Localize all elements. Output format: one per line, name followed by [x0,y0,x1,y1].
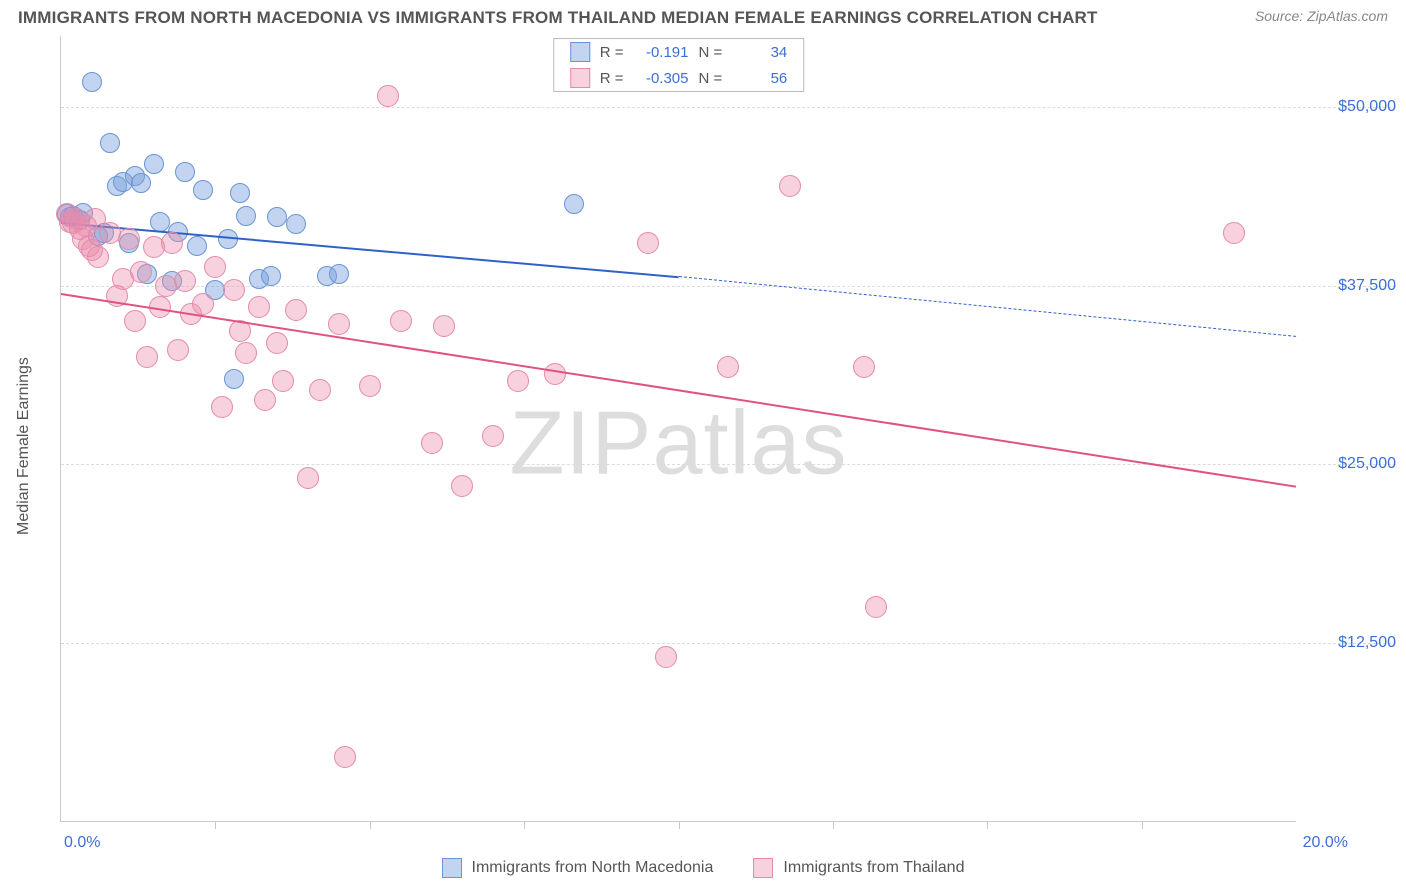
y-tick-label: $12,500 [1306,634,1396,652]
correlation-legend: R = -0.191 N = 34 R = -0.305 N = 56 [553,38,805,92]
data-point [130,261,152,283]
data-point [285,299,307,321]
x-axis-max-label: 20.0% [1303,834,1348,852]
data-point [328,313,350,335]
x-tick [1142,821,1143,829]
data-point [544,363,566,385]
data-point [377,85,399,107]
data-point [853,356,875,378]
chart-title: IMMIGRANTS FROM NORTH MACEDONIA VS IMMIG… [18,8,1098,28]
gridline [61,643,1396,644]
legend-n-label: N = [699,44,723,61]
data-point [272,370,294,392]
data-point [655,646,677,668]
data-point [204,256,226,278]
legend-row: R = -0.191 N = 34 [554,39,804,65]
legend-n-label: N = [699,70,723,87]
legend-n-value: 56 [732,70,787,87]
data-point [131,173,151,193]
x-tick [833,821,834,829]
gridline [61,464,1396,465]
data-point [192,293,214,315]
legend-series-label: Immigrants from Thailand [783,859,964,877]
legend-item: Immigrants from North Macedonia [442,858,714,878]
legend-r-label: R = [600,44,624,61]
data-point [161,232,183,254]
legend-swatch-icon [570,68,590,88]
data-point [87,246,109,268]
data-point [267,207,287,227]
x-tick [679,821,680,829]
data-point [193,180,213,200]
x-tick [370,821,371,829]
data-point [359,375,381,397]
data-point [223,279,245,301]
legend-r-value: -0.191 [634,44,689,61]
data-point [144,154,164,174]
data-point [82,72,102,92]
x-tick [215,821,216,829]
data-point [150,212,170,232]
data-point [433,315,455,337]
data-point [235,342,257,364]
data-point [865,596,887,618]
data-point [507,370,529,392]
data-point [779,175,801,197]
data-point [124,310,146,332]
data-point [390,310,412,332]
data-point [1223,222,1245,244]
x-tick [524,821,525,829]
data-point [482,425,504,447]
legend-series-label: Immigrants from North Macedonia [472,859,714,877]
data-point [167,339,189,361]
data-point [175,162,195,182]
y-tick-label: $25,000 [1306,455,1396,473]
chart-plot-area: R = -0.191 N = 34 R = -0.305 N = 56 ZIPa… [60,36,1296,822]
data-point [717,356,739,378]
data-point [100,133,120,153]
data-point [329,264,349,284]
legend-swatch-icon [570,42,590,62]
data-point [564,194,584,214]
legend-r-label: R = [600,70,624,87]
gridline [61,107,1396,108]
data-point [297,467,319,489]
data-point [187,236,207,256]
data-point [334,746,356,768]
legend-swatch-icon [442,858,462,878]
x-tick [987,821,988,829]
data-point [236,206,256,226]
data-point [266,332,288,354]
y-tick-label: $37,500 [1306,277,1396,295]
legend-n-value: 34 [732,44,787,61]
source-label: Source: ZipAtlas.com [1255,8,1388,24]
data-point [211,396,233,418]
data-point [451,475,473,497]
data-point [254,389,276,411]
data-point [230,183,250,203]
regression-line [61,293,1296,488]
data-point [286,214,306,234]
legend-row: R = -0.305 N = 56 [554,65,804,91]
data-point [309,379,331,401]
series-legend: Immigrants from North Macedonia Immigran… [0,858,1406,878]
data-point [136,346,158,368]
data-point [248,296,270,318]
legend-item: Immigrants from Thailand [753,858,964,878]
y-tick-label: $50,000 [1306,98,1396,116]
legend-swatch-icon [753,858,773,878]
data-point [224,369,244,389]
data-point [261,266,281,286]
data-point [118,228,140,250]
data-point [174,270,196,292]
data-point [421,432,443,454]
legend-r-value: -0.305 [634,70,689,87]
data-point [637,232,659,254]
y-axis-title: Median Female Earnings [15,357,33,535]
x-axis-min-label: 0.0% [64,834,100,852]
